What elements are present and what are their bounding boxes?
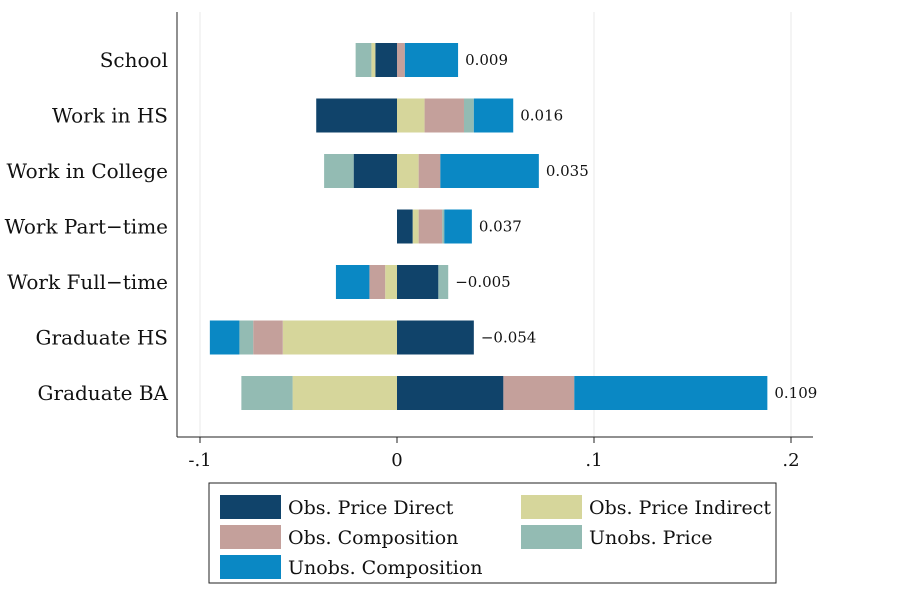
bar-segment xyxy=(424,98,464,133)
bar-segment xyxy=(355,43,372,77)
x-tick-label: 0 xyxy=(391,450,402,471)
legend-label: Obs. Price Direct xyxy=(288,497,454,519)
bar-segment xyxy=(385,265,397,299)
legend-swatch xyxy=(521,495,582,519)
total-label: −0.054 xyxy=(481,329,537,347)
legend-label: Obs. Composition xyxy=(288,527,458,549)
bar-segment xyxy=(239,320,254,355)
total-label: −0.005 xyxy=(455,273,511,291)
bar-segment xyxy=(503,376,575,410)
labels: School 0.009 Work in HS 0.016 Work in Colleg… xyxy=(5,48,818,405)
bar-segment xyxy=(209,320,240,355)
bar-segment xyxy=(335,265,370,299)
bar-segment xyxy=(418,154,441,188)
bar-segment xyxy=(375,43,397,77)
category-label: Work in HS xyxy=(52,104,168,128)
bar-segment xyxy=(418,209,443,244)
x-tick-label: .2 xyxy=(782,450,799,471)
legend-label: Obs. Price Indirect xyxy=(589,497,771,519)
bar-segment xyxy=(353,154,397,188)
bar-segment xyxy=(444,209,472,244)
total-label: 0.035 xyxy=(546,162,589,180)
x-tick-label: -.1 xyxy=(188,450,211,471)
bar-segment xyxy=(324,154,354,188)
bar-segment xyxy=(397,376,504,410)
legend-swatch xyxy=(521,525,582,549)
bar-segment xyxy=(371,43,376,77)
x-tick-label: .1 xyxy=(585,450,602,471)
total-label: 0.009 xyxy=(465,51,508,69)
bar-segment xyxy=(404,43,459,77)
bar-segment xyxy=(292,376,397,410)
bar-segment xyxy=(463,98,474,133)
bar-segment xyxy=(282,320,397,355)
legend-box xyxy=(208,482,777,584)
bar-segment xyxy=(397,98,425,133)
legend-swatch xyxy=(220,555,281,579)
bar-segment xyxy=(412,209,419,244)
bar-segment xyxy=(397,265,439,299)
legend-swatch xyxy=(220,495,281,519)
category-label: Work in College xyxy=(6,159,168,183)
category-label: Work Part−time xyxy=(5,215,168,239)
bar-segment xyxy=(442,209,445,244)
bar-segment xyxy=(316,98,397,133)
legend: Obs. Price Direct Obs. Price Indirect Obs.… xyxy=(208,482,777,584)
bar-segment xyxy=(574,376,768,410)
bar-segment xyxy=(369,265,386,299)
bar-segment xyxy=(397,43,405,77)
total-label: 0.109 xyxy=(774,384,817,402)
bar-segment xyxy=(241,376,293,410)
bars xyxy=(209,43,768,410)
bar-segment xyxy=(397,154,419,188)
bar-segment xyxy=(438,265,449,299)
bar-segment xyxy=(440,154,539,188)
category-label: Graduate HS xyxy=(36,326,168,350)
bar-segment xyxy=(397,320,474,355)
category-label: School xyxy=(100,48,168,72)
total-label: 0.037 xyxy=(479,218,522,236)
category-label: Graduate BA xyxy=(38,381,169,405)
legend-swatch xyxy=(220,525,281,549)
category-label: Work Full−time xyxy=(7,270,168,294)
total-label: 0.016 xyxy=(520,107,563,125)
legend-label: Unobs. Price xyxy=(589,527,713,549)
bar-segment xyxy=(473,98,514,133)
axes: -.1 0 .1 .2 xyxy=(176,12,813,471)
bar-segment xyxy=(253,320,283,355)
bar-segment xyxy=(397,209,413,244)
legend-label: Unobs. Composition xyxy=(288,557,483,579)
